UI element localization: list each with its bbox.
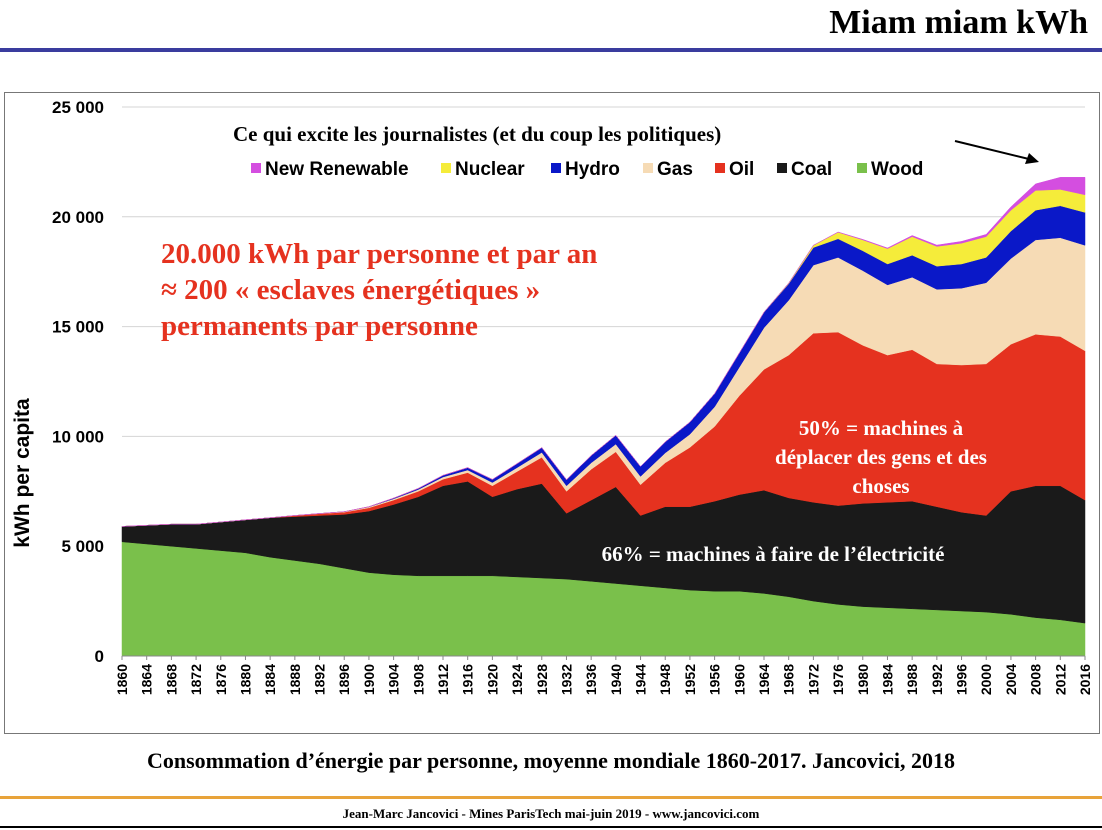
x-tick-label: 1984 — [879, 664, 895, 695]
x-tick-label: 1976 — [830, 664, 846, 695]
x-tick-label: 1988 — [904, 664, 920, 695]
legend: New Renewable Nuclear Hydro Gas Oil Coal Wood — [251, 159, 923, 180]
x-axis-ticks: 1860 1864 1868 1872 1876 1880 1884 1888 1892 1896… — [114, 656, 1093, 695]
x-tick-label: 1940 — [608, 664, 624, 695]
x-tick-label: 1892 — [312, 664, 328, 695]
oil-note-line-2: déplacer des gens et des — [775, 445, 987, 469]
slide-footer: Jean-Marc Jancovici - Mines ParisTech ma… — [342, 806, 760, 821]
x-tick-label: 2008 — [1028, 664, 1044, 695]
legend-label-wood: Wood — [871, 159, 923, 180]
y-axis-label: kWh per capita — [11, 398, 34, 548]
x-tick-label: 1996 — [954, 664, 970, 695]
x-tick-label: 1872 — [188, 664, 204, 695]
legend-swatch-oil — [715, 163, 725, 173]
x-tick-label: 1948 — [657, 664, 673, 695]
legend-label-oil: Oil — [729, 159, 754, 180]
legend-swatch-gas — [643, 163, 653, 173]
x-tick-label: 1912 — [435, 664, 451, 695]
x-tick-label: 1876 — [213, 664, 229, 695]
journalists-annotation: Ce qui excite les journalistes (et du co… — [233, 122, 721, 146]
legend-swatch-coal — [777, 163, 787, 173]
x-tick-label: 1864 — [139, 664, 155, 695]
legend-swatch-nuclear — [441, 163, 451, 173]
footer-divider — [0, 796, 1102, 799]
x-tick-label: 1980 — [855, 664, 871, 695]
y-tick-label: 25 000 — [52, 98, 104, 117]
x-tick-label: 1888 — [287, 664, 303, 695]
y-tick-label: 5 000 — [61, 537, 104, 556]
x-tick-label: 1952 — [682, 664, 698, 695]
y-tick-label: 10 000 — [52, 427, 104, 446]
x-tick-label: 2000 — [978, 664, 994, 695]
x-tick-label: 1960 — [731, 664, 747, 695]
headline-line-3: permanents par personne — [161, 310, 478, 342]
headline-line-1: 20.000 kWh par personne et par an — [161, 238, 597, 270]
x-tick-label: 1880 — [237, 664, 253, 695]
x-tick-label: 2016 — [1077, 664, 1093, 695]
x-tick-label: 1860 — [114, 664, 130, 695]
stacked-areas — [121, 177, 1086, 657]
x-tick-label: 1944 — [633, 664, 649, 695]
coal-note: 66% = machines à faire de l’électricité — [602, 542, 945, 566]
y-axis-ticks: 0 5 000 10 000 15 000 20 000 25 000 — [52, 98, 104, 666]
legend-label-nuclear: Nuclear — [455, 159, 525, 180]
bottom-divider — [0, 826, 1102, 828]
x-tick-label: 1920 — [484, 664, 500, 695]
oil-note-line-1: 50% = machines à — [799, 416, 964, 440]
x-tick-label: 2012 — [1052, 664, 1068, 695]
headline-line-2: ≈ 200 « esclaves énergétiques » — [161, 274, 540, 306]
x-tick-label: 1964 — [756, 664, 772, 695]
x-tick-label: 1956 — [707, 664, 723, 695]
annotation-arrow-head — [1025, 153, 1039, 164]
area-new-renewable — [121, 177, 1086, 527]
x-tick-label: 1972 — [805, 664, 821, 695]
x-tick-label: 1916 — [460, 664, 476, 695]
y-tick-label: 20 000 — [52, 208, 104, 227]
x-tick-label: 1968 — [781, 664, 797, 695]
x-tick-label: 1900 — [361, 664, 377, 695]
x-tick-label: 1896 — [336, 664, 352, 695]
y-tick-label: 0 — [95, 647, 104, 666]
x-tick-label: 1908 — [410, 664, 426, 695]
annotation-arrow-line — [954, 140, 1034, 161]
x-tick-label: 1904 — [386, 664, 402, 695]
x-tick-label: 1936 — [583, 664, 599, 695]
x-tick-label: 1884 — [262, 664, 278, 695]
x-tick-label: 2004 — [1003, 664, 1019, 695]
slide-title: Miam miam kWh — [829, 4, 1088, 41]
legend-label-hydro: Hydro — [565, 159, 620, 180]
y-tick-label: 15 000 — [52, 318, 104, 337]
legend-label-coal: Coal — [791, 159, 832, 180]
x-tick-label: 1928 — [534, 664, 550, 695]
slide-caption: Consommation d’énergie par personne, moy… — [146, 748, 956, 773]
legend-swatch-wood — [857, 163, 867, 173]
x-tick-label: 1992 — [929, 664, 945, 695]
title-divider — [0, 48, 1102, 52]
legend-label-gas: Gas — [657, 159, 693, 180]
x-tick-label: 1868 — [163, 664, 179, 695]
legend-swatch-hydro — [551, 163, 561, 173]
oil-note-line-3: choses — [852, 474, 909, 498]
legend-label-new-renewable: New Renewable — [265, 159, 409, 180]
x-tick-label: 1932 — [558, 664, 574, 695]
x-tick-label: 1924 — [509, 664, 525, 695]
legend-swatch-new-renewable — [251, 163, 261, 173]
